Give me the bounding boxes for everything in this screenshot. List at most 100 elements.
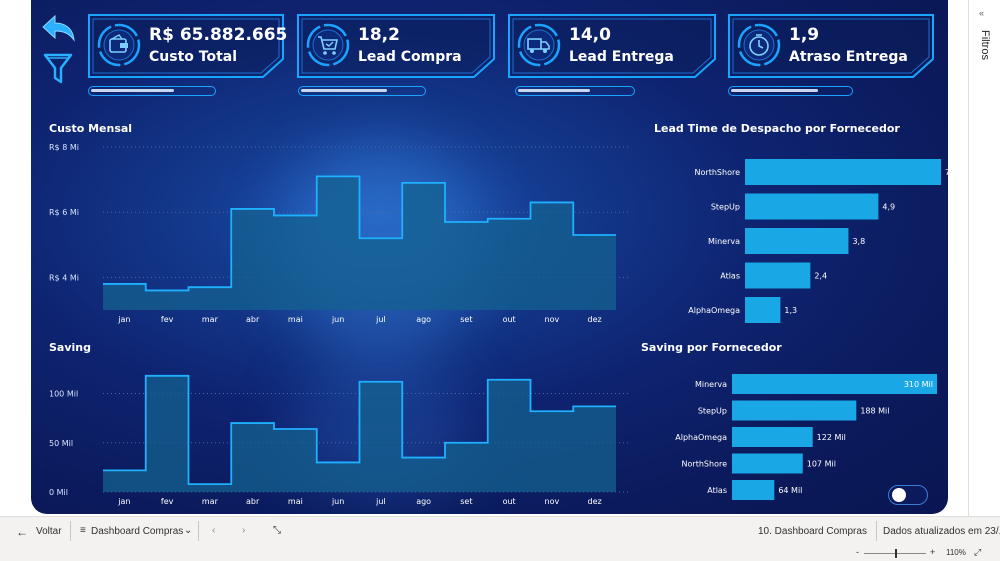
data-label: 4,9 — [882, 203, 895, 212]
data-label: 3,8 — [852, 237, 865, 246]
back-arrow-icon[interactable] — [41, 14, 77, 42]
data-label: 310 Mil — [904, 380, 933, 389]
y-tick-label: 50 Mil — [49, 439, 73, 448]
chevron-down-icon[interactable]: ⌄ — [184, 525, 193, 536]
kpi-progress-bar — [88, 86, 216, 96]
back-arrow-icon[interactable]: ← — [16, 525, 28, 539]
collapse-chevron-icon[interactable]: « — [979, 8, 985, 18]
x-tick-label: abr — [246, 315, 260, 324]
kpi-progress-fill — [731, 89, 818, 92]
pages-list-icon[interactable]: ≡ — [80, 525, 86, 536]
kpi-progress-fill — [518, 89, 590, 92]
category-label: NorthShore — [695, 168, 741, 177]
data-label: 1,3 — [784, 306, 797, 315]
chart-title-lead-time: Lead Time de Despacho por Fornecedor — [654, 122, 900, 135]
bar — [745, 193, 879, 220]
x-tick-label: ago — [416, 497, 431, 506]
prev-page-icon[interactable]: ‹ — [212, 525, 216, 536]
back-button[interactable]: Voltar — [36, 526, 62, 537]
y-tick-label: 100 Mil — [49, 390, 78, 399]
y-tick-label: R$ 4 Mi — [49, 273, 79, 282]
data-updated-label: Dados atualizados em 23/... — [883, 526, 1000, 537]
data-label: 122 Mil — [817, 433, 846, 442]
bar — [745, 159, 941, 185]
filters-pane-label[interactable]: Filtros — [979, 30, 991, 60]
x-tick-label: jul — [375, 497, 386, 506]
x-tick-label: fev — [161, 315, 174, 324]
bar — [745, 228, 849, 254]
x-tick-label: dez — [588, 497, 602, 506]
kpi-progress-bar — [298, 86, 426, 96]
kpi-label: Atraso Entrega — [789, 49, 908, 65]
kpi-value: R$ 65.882.665 — [149, 25, 288, 45]
data-label: 2,4 — [814, 272, 827, 281]
kpi-progress-bar — [728, 86, 853, 96]
page-selector[interactable]: Dashboard Compras — [91, 526, 184, 537]
category-label: AlphaOmega — [688, 306, 740, 315]
zoom-out-icon[interactable]: - — [856, 547, 859, 557]
fit-page-icon[interactable]: ⤡ — [273, 525, 281, 536]
kpi-progress-fill — [91, 89, 174, 92]
data-label: 107 Mil — [807, 460, 836, 469]
kpi-label: Custo Total — [149, 49, 238, 65]
category-label: Minerva — [695, 380, 727, 389]
x-tick-label: set — [460, 315, 472, 324]
y-tick-label: R$ 6 Mi — [49, 208, 79, 217]
category-label: StepUp — [711, 203, 740, 212]
cart-icon — [306, 23, 350, 67]
chart-title-custo-mensal: Custo Mensal — [49, 122, 133, 135]
saving-chart: 100 Mil 50 Mil 0 Mil jan fev mar abr mai jun jul a… — [49, 374, 631, 506]
x-tick-label: mai — [288, 315, 303, 324]
bar — [732, 427, 813, 447]
filter-icon[interactable] — [43, 52, 73, 86]
fit-to-page-icon[interactable]: ⤢ — [974, 547, 982, 557]
x-tick-label: jun — [331, 497, 344, 506]
category-label: AlphaOmega — [675, 433, 727, 442]
bar — [745, 262, 811, 289]
y-tick-label: R$ 8 Mi — [49, 143, 79, 152]
bar — [732, 400, 857, 421]
kpi-label: Lead Compra — [358, 49, 462, 65]
y-tick-label: 0 Mil — [49, 488, 68, 497]
next-page-icon[interactable]: › — [242, 525, 246, 536]
x-tick-label: out — [503, 497, 516, 506]
kpi-value: 14,0 — [569, 25, 611, 45]
chart-title-saving-fornecedor: Saving por Fornecedor — [641, 341, 782, 354]
filters-pane[interactable]: « Filtros — [968, 0, 1000, 516]
x-tick-label: jan — [117, 315, 130, 324]
dashboard-panel: R$ 65.882.665 Custo Total 18,2 Lead Comp… — [31, 0, 948, 514]
kpi-card-custo-total: R$ 65.882.665 Custo Total — [87, 13, 288, 79]
x-tick-label: dez — [588, 315, 602, 324]
x-tick-label: nov — [545, 315, 560, 324]
kpi-progress-bar — [515, 86, 635, 96]
series-line — [103, 175, 616, 292]
bar — [732, 374, 937, 394]
truck-icon — [517, 23, 561, 67]
x-tick-label: ago — [416, 315, 431, 324]
kpi-card-lead-entrega: 14,0 Lead Entrega — [507, 13, 717, 79]
x-tick-label: mar — [202, 315, 219, 324]
x-tick-label: out — [503, 315, 516, 324]
x-tick-label: abr — [246, 497, 260, 506]
saving-fornecedor-chart: Minerva 310 Mil StepUp 188 Mil AlphaOmega 122… — [675, 374, 937, 500]
lead-time-chart: NorthShore 7,2 StepUp 4,9 Minerva 3,8 Atlas 2,4… — [688, 159, 948, 323]
kpi-card-lead-compra: 18,2 Lead Compra — [296, 13, 496, 79]
toggle-knob — [892, 488, 906, 502]
x-tick-label: nov — [545, 497, 560, 506]
toggle-switch[interactable] — [888, 485, 928, 505]
category-label: Minerva — [708, 237, 740, 246]
category-label: Atlas — [707, 486, 727, 495]
kpi-value: 18,2 — [358, 25, 400, 45]
data-label: 64 Mil — [778, 486, 802, 495]
zoom-slider-thumb[interactable] — [895, 549, 897, 558]
kpi-value: 1,9 — [789, 25, 820, 45]
x-tick-label: jan — [117, 497, 130, 506]
x-tick-label: mai — [288, 497, 303, 506]
wallet-icon — [97, 23, 141, 67]
kpi-card-atraso-entrega: 1,9 Atraso Entrega — [727, 13, 935, 79]
report-canvas: R$ 65.882.665 Custo Total 18,2 Lead Comp… — [31, 0, 948, 514]
zoom-in-icon[interactable]: + — [930, 547, 936, 557]
x-tick-label: jun — [331, 315, 344, 324]
bar — [732, 453, 803, 474]
zoom-slider[interactable] — [864, 549, 926, 558]
